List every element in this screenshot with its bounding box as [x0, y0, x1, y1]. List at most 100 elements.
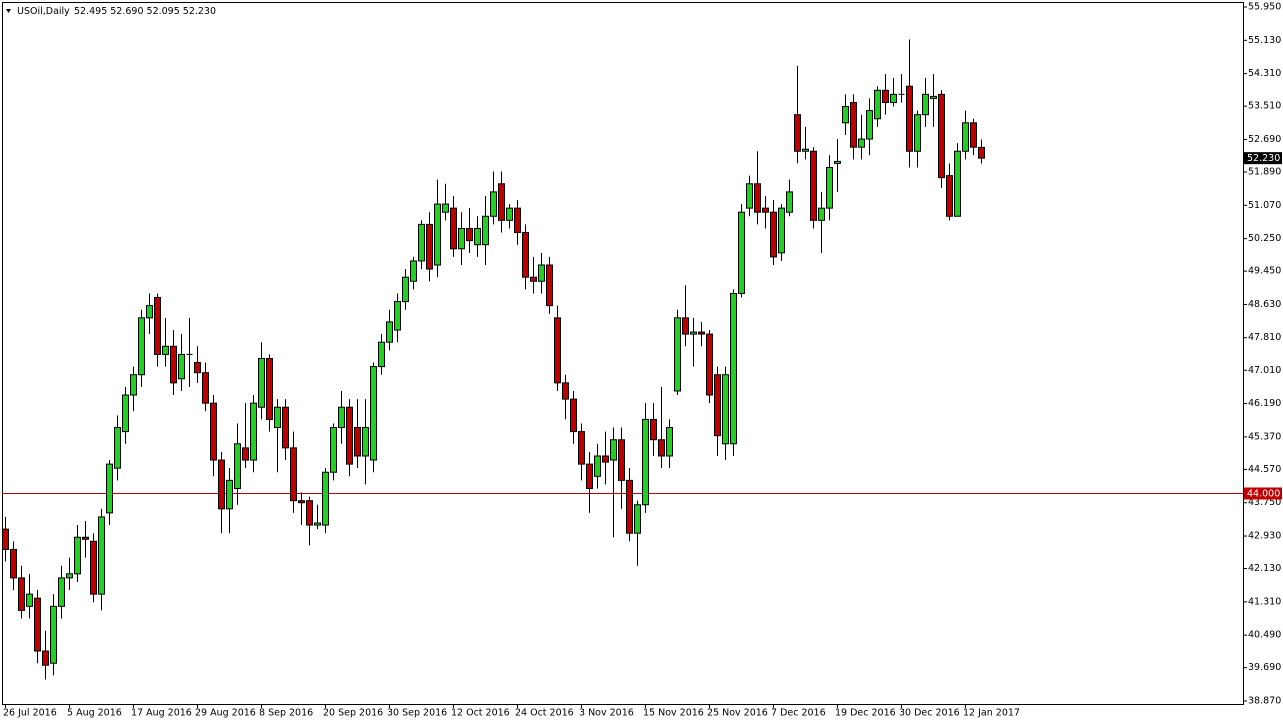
price-label-bg: [1244, 152, 1282, 165]
plot-frame: [2, 2, 1244, 705]
candle-body: [250, 402, 257, 461]
candle-body: [802, 148, 809, 152]
x-tick-label: 17 Aug 2016: [131, 708, 192, 719]
candle-body: [26, 593, 33, 607]
x-tick-label: 20 Sep 2016: [323, 708, 383, 719]
menu-arrow[interactable]: [6, 9, 11, 13]
candle-body: [970, 122, 977, 148]
y-tick-label: 47.810: [1248, 332, 1281, 343]
candle-body: [682, 317, 689, 335]
candle-body: [434, 203, 441, 266]
y-tick-label: 41.310: [1248, 596, 1281, 607]
candle-body: [178, 353, 185, 380]
candle-body: [850, 101, 857, 148]
candle-body: [426, 223, 433, 270]
candle-body: [818, 207, 825, 221]
y-tick-label: 43.750: [1248, 497, 1281, 508]
candle-body: [10, 548, 17, 579]
candle-body: [474, 227, 481, 246]
y-tick-label: 48.630: [1248, 299, 1281, 310]
x-tick-label: 19 Dec 2016: [835, 708, 896, 719]
candle-body: [722, 374, 729, 445]
candle-body: [266, 357, 273, 420]
candle-body: [338, 406, 345, 429]
candle-body: [546, 264, 553, 307]
y-tick-label: 51.070: [1248, 200, 1281, 211]
y-tick-label: 46.190: [1248, 398, 1281, 409]
x-tick-label: 8 Sep 2016: [259, 708, 313, 719]
candle-body: [562, 382, 569, 400]
candle-body: [506, 207, 513, 221]
x-tick-label: 30 Dec 2016: [899, 708, 960, 719]
candle-body: [226, 479, 233, 510]
candle-body: [154, 297, 161, 355]
candle-body: [170, 345, 177, 384]
candle-body: [42, 650, 49, 666]
candle-body: [402, 276, 409, 303]
candle-body: [242, 447, 249, 461]
candle-body: [74, 536, 81, 575]
y-tick-label: 52.690: [1248, 134, 1281, 145]
candle-body: [746, 183, 753, 209]
candle-body: [314, 522, 321, 526]
candle-body: [674, 317, 681, 392]
candle-body: [954, 150, 961, 217]
candle-body: [618, 439, 625, 481]
candle-body: [210, 402, 217, 461]
candle-body: [82, 536, 89, 540]
candle-body: [706, 333, 713, 396]
candle-body: [842, 106, 849, 124]
candle-body: [282, 406, 289, 449]
candle-body: [778, 207, 785, 254]
candle-body: [946, 175, 953, 217]
candle-body: [482, 215, 489, 246]
candle-body: [378, 341, 385, 368]
level-label-bg: [1244, 487, 1282, 500]
candle-body: [642, 418, 649, 506]
candle-body: [650, 418, 657, 441]
x-tick-label: 24 Oct 2016: [515, 708, 574, 719]
candle-body: [602, 455, 609, 463]
candle-body: [634, 504, 641, 534]
candle-body: [458, 227, 465, 250]
candle-body: [322, 471, 329, 526]
candle-body: [666, 427, 673, 457]
candle-body: [522, 232, 529, 278]
candle-body: [466, 227, 473, 242]
candle-body: [330, 427, 337, 473]
candle-body: [914, 114, 921, 152]
y-tick-label: 50.250: [1248, 233, 1281, 244]
y-tick-label: 49.450: [1248, 266, 1281, 277]
candle-body: [554, 317, 561, 384]
x-tick-label: 26 Jul 2016: [3, 708, 57, 719]
x-tick-label: 29 Aug 2016: [195, 708, 256, 719]
candle-body: [626, 479, 633, 534]
candle-body: [138, 317, 145, 376]
candle-body: [130, 374, 137, 396]
candle-body: [498, 183, 505, 221]
candle-body: [810, 150, 817, 221]
candle-body: [922, 93, 929, 116]
y-tick-label: 40.490: [1248, 630, 1281, 641]
candle-body: [794, 114, 801, 152]
x-tick-label: 15 Nov 2016: [643, 708, 704, 719]
y-tick-label: 47.010: [1248, 365, 1281, 376]
candle-body: [234, 443, 241, 489]
x-tick-label: 25 Nov 2016: [707, 708, 768, 719]
y-tick-label: 53.510: [1248, 101, 1281, 112]
symbol: USOil,Daily: [17, 6, 70, 17]
candle-body: [578, 431, 585, 465]
candle-body: [514, 207, 521, 234]
x-tick-label: 30 Sep 2016: [387, 708, 447, 719]
candle-body: [362, 427, 369, 457]
y-tick-label: 44.570: [1248, 464, 1281, 475]
candle-body: [114, 427, 121, 469]
candle-body: [490, 191, 497, 217]
y-tick-label: 38.870: [1248, 696, 1281, 707]
candle-body: [906, 85, 913, 152]
candle-body: [938, 93, 945, 179]
candle-body: [194, 362, 201, 374]
candle-body: [930, 95, 937, 99]
